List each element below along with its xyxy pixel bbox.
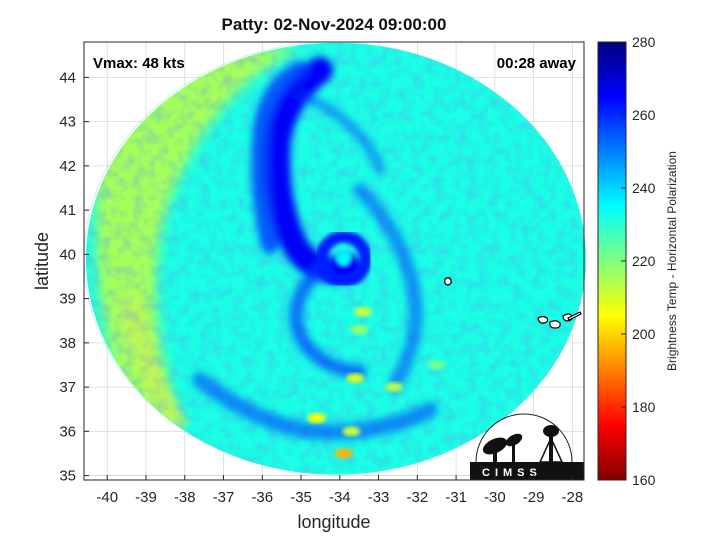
x-tick-label: -30: [484, 489, 506, 506]
y-tick-label: 43: [59, 114, 76, 131]
colorbar-tick-label: 220: [632, 253, 656, 269]
logo-text: CIMSS: [482, 467, 542, 479]
convective-cell: [346, 373, 365, 384]
x-tick-label: -28: [562, 489, 584, 506]
outer-rainband: [251, 61, 309, 254]
storm-eye: [315, 230, 372, 287]
x-tick-label: -37: [213, 489, 235, 506]
axes-box: [83, 41, 585, 481]
colorbar-tick-label: 280: [632, 34, 656, 50]
microwave-swath: [85, 42, 586, 475]
colorbar-label: Brightness Temp - Horizontal Polarizatio…: [665, 151, 679, 371]
coastlines: [444, 277, 582, 329]
colorbar-tick-label: 260: [632, 107, 656, 123]
inner-rainband: [289, 258, 367, 379]
y-tick-label: 38: [59, 335, 76, 352]
y-tick-label: 44: [59, 69, 76, 86]
y-axis-label: latitude: [32, 232, 52, 290]
y-tick-label: 36: [59, 423, 76, 440]
island-outline: [549, 320, 561, 329]
x-tick-label: -39: [135, 489, 157, 506]
convective-cell: [385, 382, 404, 393]
northeast-rainband: [295, 90, 385, 175]
y-tick-label: 40: [59, 246, 76, 263]
x-tick-label: -34: [329, 489, 351, 506]
x-tick-label: -36: [251, 489, 273, 506]
cimss-logo: CIMSS: [470, 413, 584, 480]
figure-title: Patty: 02-Nov-2024 09:00:00: [222, 15, 447, 34]
island-outline: [444, 277, 452, 286]
convective-cell: [350, 324, 369, 335]
eastern-rainband: [353, 183, 423, 392]
y-axis-ticks: 35 36 37 38 39 40 41 42 43 44: [59, 69, 89, 485]
y-tick-label: 41: [59, 202, 76, 219]
colorbar-tick-label: 200: [632, 326, 656, 342]
x-axis-ticks: -40 -39 -38 -37 -36 -35 -34 -33 -32 -31 -30 -29 -28: [96, 475, 583, 506]
convective-cell: [342, 426, 361, 437]
x-tick-label: -32: [406, 489, 428, 506]
y-tick-label: 37: [59, 379, 76, 396]
convective-cell: [427, 359, 446, 370]
rainbands: [192, 57, 438, 441]
island-outline: [567, 311, 582, 321]
colorbar: 160 180 200 220 240 260 280 Brightness Temp - …: [597, 34, 679, 488]
island-outline: [537, 315, 549, 324]
x-tick-label: -33: [368, 489, 390, 506]
y-tick-label: 35: [59, 468, 76, 485]
time-away-label: 00:28 away: [497, 55, 577, 72]
y-tick-label: 39: [59, 291, 76, 308]
plot-area: CIMSS Vmax: 48 kts 00:28 away: [83, 41, 586, 481]
x-axis-label: longitude: [297, 512, 370, 532]
eye-core: [335, 250, 352, 267]
colorbar-tick-label: 180: [632, 399, 656, 415]
convective-cell: [354, 306, 373, 317]
convective-cells: [307, 306, 446, 459]
southern-rainband: [192, 372, 438, 441]
eyewall: [315, 230, 372, 287]
x-tick-label: -38: [174, 489, 196, 506]
colorbar-tick-label: 160: [632, 472, 656, 488]
x-tick-label: -35: [290, 489, 312, 506]
y-tick-label: 42: [59, 158, 76, 175]
colorbar-ticks: 160 180 200 220 240 260 280: [621, 34, 656, 488]
x-tick-label: -40: [96, 489, 118, 506]
colorbar-tick-label: 240: [632, 180, 656, 196]
convective-cell: [334, 448, 353, 459]
x-tick-label: -31: [445, 489, 467, 506]
x-tick-label: -29: [523, 489, 545, 506]
convective-cell: [307, 413, 326, 424]
vmax-label: Vmax: 48 kts: [93, 55, 185, 72]
